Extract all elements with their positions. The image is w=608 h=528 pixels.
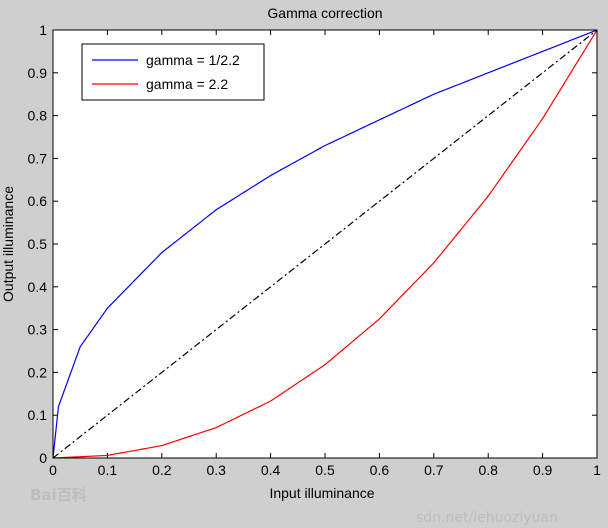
legend: gamma = 1/2.2 gamma = 2.2: [81, 43, 265, 101]
x-axis-label: Input illuminance: [269, 485, 374, 501]
x-tick-label: 1: [593, 462, 601, 478]
x-tick-label: 0.8: [478, 462, 498, 478]
y-tick-label: 0.9: [28, 65, 48, 81]
baike-logo-watermark: Bai百科: [30, 486, 87, 504]
plot-frame: [52, 29, 598, 459]
legend-entry-label: gamma = 2.2: [146, 76, 228, 92]
y-tick-label: 0.7: [28, 150, 48, 166]
legend-box: [81, 43, 265, 101]
x-tick-label: 0.7: [424, 462, 444, 478]
y-tick-label: 0.1: [28, 407, 48, 423]
y-tick-label: 0.2: [28, 364, 48, 380]
y-tick-label: 0.3: [28, 322, 48, 338]
x-tick-label: 0.5: [315, 462, 335, 478]
x-tick-label: 0.6: [370, 462, 390, 478]
y-tick-label: 0: [39, 450, 47, 466]
y-axis-label: Output illuminance: [0, 186, 16, 302]
y-tick-label: 1: [39, 22, 47, 38]
y-tick-label: 0.4: [28, 279, 48, 295]
y-tick-label: 0.8: [28, 108, 48, 124]
tick-layer: 0 0.1 0.2 0.3 0.4 0.5 0.6 0.7 0.8 0.9 1 0 0.1 0.2 0.3 0…: [28, 22, 602, 478]
y-tick-label: 0.6: [28, 193, 48, 209]
series-line-0: [52, 29, 598, 459]
x-tick-label: 0.3: [206, 462, 226, 478]
url-watermark: sdn.net/lehuoziyuan: [416, 510, 558, 526]
series-layer: [52, 29, 598, 459]
series-line-2: [52, 29, 598, 459]
x-tick-label: 0: [49, 462, 57, 478]
x-tick-label: 0.2: [152, 462, 172, 478]
x-tick-label: 0.9: [533, 462, 553, 478]
chart-title: Gamma correction: [267, 5, 382, 21]
x-tick-label: 0.4: [261, 462, 281, 478]
x-tick-label: 0.1: [98, 462, 118, 478]
legend-entry-label: gamma = 1/2.2: [146, 52, 240, 68]
y-tick-label: 0.5: [28, 236, 48, 252]
watermark-layer: Bai百科 sdn.net/lehuoziyuan: [30, 486, 558, 526]
series-line-1: [52, 29, 598, 459]
